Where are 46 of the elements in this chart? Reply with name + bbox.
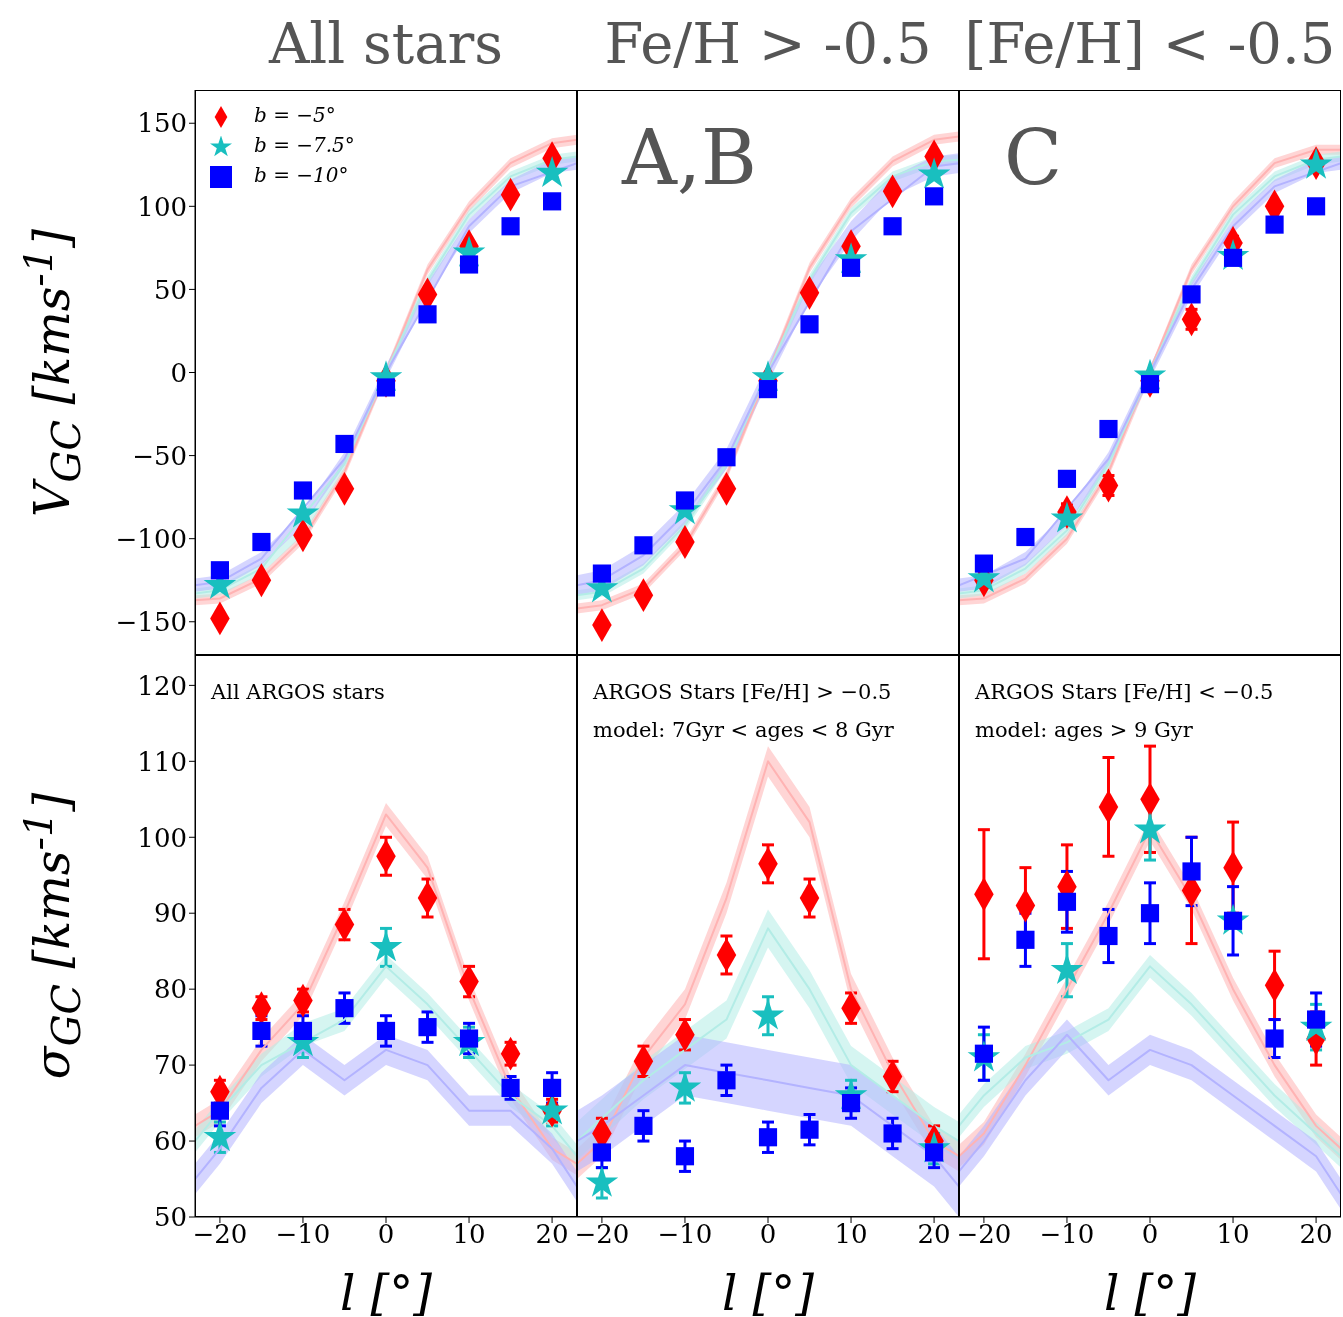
y-tick-label: 80 xyxy=(153,974,187,1005)
y-tick-label: 60 xyxy=(153,1126,187,1157)
y-tick-label: 50 xyxy=(153,1202,187,1233)
y-tick-label: 100 xyxy=(137,191,187,222)
y-tick-label: −150 xyxy=(115,606,187,637)
y-tick-label: 0 xyxy=(170,357,187,388)
chart-title: Fe/H > -0.5 xyxy=(603,10,933,78)
x-tick-label: 0 xyxy=(377,1219,395,1250)
x-tick-label: 0 xyxy=(759,1219,777,1250)
x-tick-label: −10 xyxy=(1039,1219,1095,1250)
x-tick-label: −10 xyxy=(657,1219,713,1250)
x-tick-label: 10 xyxy=(834,1219,868,1250)
x-axis-title: l [°] xyxy=(338,1265,434,1317)
legend-label: b = −5° xyxy=(254,103,336,127)
y-tick-label: 50 xyxy=(153,274,187,305)
annotation: model: 7Gyr < ages < 8 Gyr xyxy=(593,717,894,744)
chart-title: All stars xyxy=(267,10,505,78)
x-axis-title: l [°] xyxy=(720,1265,816,1317)
legend-label: b = −10° xyxy=(254,163,349,187)
x-tick-label: 0 xyxy=(1141,1219,1159,1250)
x-tick-label: 20 xyxy=(917,1219,951,1250)
y-tick-label: 150 xyxy=(137,108,187,139)
y-tick-label: 110 xyxy=(137,746,187,777)
y-tick-label: 120 xyxy=(137,670,187,701)
annotation: All ARGOS stars xyxy=(211,679,385,706)
annotation: ARGOS Stars [Fe/H] < −0.5 xyxy=(975,679,1274,706)
x-axis-title: l [°] xyxy=(1102,1265,1198,1317)
annotation: model: ages > 9 Gyr xyxy=(975,717,1193,744)
y-tick-label: −100 xyxy=(115,523,187,554)
x-tick-label: 10 xyxy=(452,1219,486,1250)
annotation: A,B xyxy=(622,113,757,202)
annotation: ARGOS Stars [Fe/H] > −0.5 xyxy=(593,679,892,706)
annotation: C xyxy=(1004,113,1063,202)
legend-label: b = −7.5° xyxy=(254,133,355,157)
y-tick-label: 100 xyxy=(137,822,187,853)
y-tick-label: −50 xyxy=(132,440,187,471)
x-tick-label: 10 xyxy=(1216,1219,1250,1250)
x-tick-label: −20 xyxy=(956,1219,1012,1250)
y-tick-label: 70 xyxy=(153,1050,187,1081)
y-tick-label: 90 xyxy=(153,898,187,929)
x-tick-label: −20 xyxy=(574,1219,630,1250)
x-tick-label: 20 xyxy=(535,1219,569,1250)
x-tick-label: −10 xyxy=(275,1219,331,1250)
x-tick-label: −20 xyxy=(192,1219,248,1250)
chart-title: [Fe/H] < -0.5 xyxy=(963,10,1337,78)
x-tick-label: 20 xyxy=(1299,1219,1333,1250)
